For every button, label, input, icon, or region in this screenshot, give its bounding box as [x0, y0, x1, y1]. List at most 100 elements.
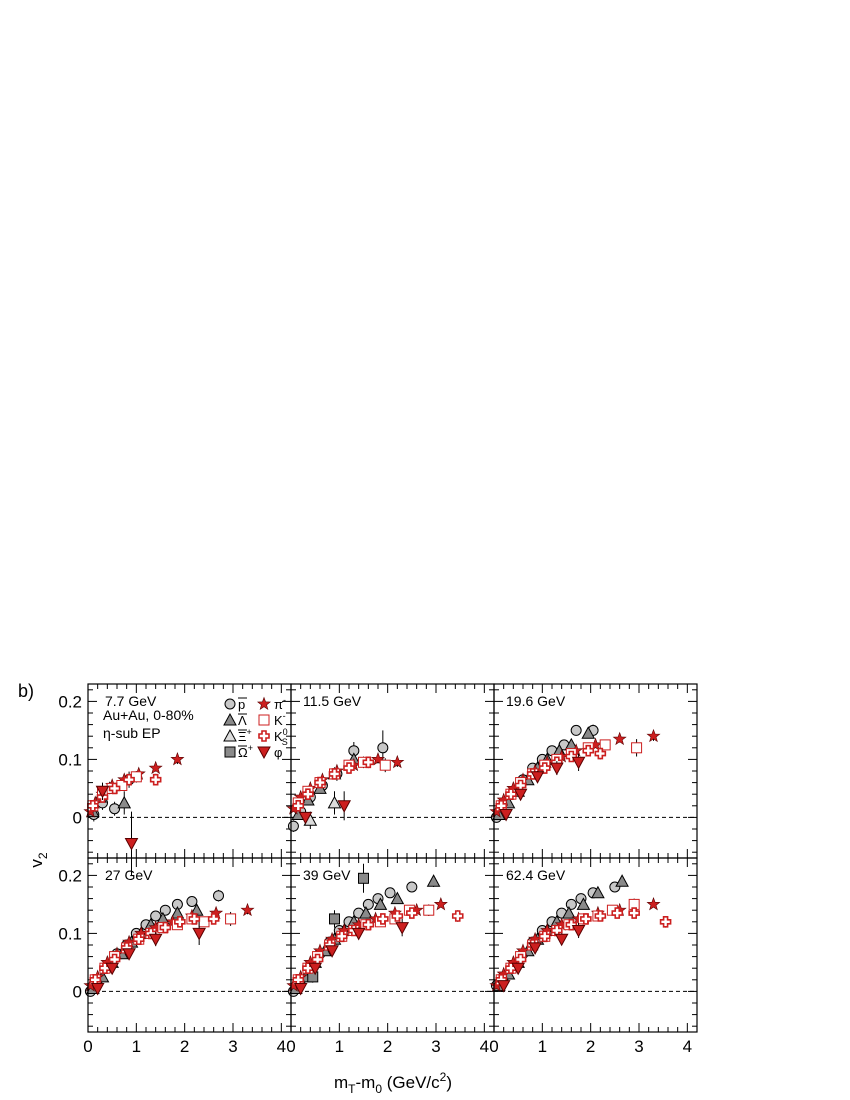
panel-energy-label: 7.7 GeV — [105, 693, 157, 709]
legend-marker-K0s — [258, 730, 270, 742]
legend-label-K0s: K0 S — [274, 727, 288, 747]
data-point-phi — [554, 933, 569, 947]
data-point-piminus — [240, 902, 255, 917]
data-point-K0s — [391, 910, 404, 922]
legend-label-main: p — [238, 697, 245, 712]
data-point-pbar — [565, 898, 577, 910]
series-phi — [293, 918, 410, 996]
data-point-pbar — [406, 881, 418, 893]
x-axis-title-sup: 2 — [440, 1070, 447, 1084]
data-point-K0s — [582, 744, 595, 757]
panel-3: 19.6 GeV — [489, 683, 698, 859]
data-point-Kminus — [423, 904, 435, 916]
panel-grid: 0 0.1 0.2 7.7 GeV 11.5 GeV 19.6 GeV 0 0.1 0.2 0 1 2… — [58, 683, 698, 1056]
legend-label-sup: - — [283, 711, 286, 721]
legend-marker-Omegabar — [224, 746, 236, 758]
ticks — [493, 684, 698, 858]
data-point-phi — [298, 811, 313, 825]
ticks — [493, 858, 698, 1032]
series-phi — [496, 922, 586, 993]
data-point-K0s — [174, 915, 186, 928]
data-point-Kminus — [631, 742, 643, 754]
legend-label-main: K — [274, 729, 283, 744]
annotation-method: η-sub EP — [103, 725, 161, 741]
data-point-phi — [549, 762, 564, 776]
panel-frame — [87, 857, 292, 1033]
legend-marker-Lambdabar — [223, 712, 237, 726]
legend-label-sup: + — [246, 727, 251, 737]
data-point-pbar — [287, 820, 299, 832]
x-tick-label: 4 — [277, 1037, 286, 1056]
data-point-phi — [571, 925, 586, 938]
panel-6: 0 1 2 3 4 62.4 GeV — [489, 857, 698, 1056]
series-Kminus — [495, 739, 643, 812]
data-point-K0s — [377, 913, 389, 925]
data-point-K0s — [132, 933, 145, 946]
legend: pΛΞ+Ω+π-K-K0 Sφ — [223, 695, 288, 760]
panel-frame — [493, 683, 698, 859]
legend-label-piminus: π- — [274, 695, 286, 712]
data-point-pbar — [159, 904, 171, 916]
data-point-K0s — [343, 762, 355, 774]
panel-2: 11.5 GeV — [286, 683, 495, 859]
panel-data — [286, 730, 405, 832]
data-point-Kminus — [599, 739, 611, 751]
data-point-K0s — [149, 773, 162, 786]
y-tick-label: 0.1 — [58, 924, 82, 943]
data-point-pbar — [362, 898, 374, 910]
y-axis-title-sub: 2 — [36, 852, 50, 859]
data-point-phi — [337, 800, 352, 813]
x-tick-label: 2 — [180, 1037, 189, 1056]
data-point-phi — [90, 983, 105, 996]
x-tick-label: 3 — [228, 1037, 237, 1056]
data-point-K0s — [302, 962, 314, 975]
panel-4: 0 0.1 0.2 0 1 2 3 4 27 GeV — [58, 857, 292, 1056]
data-point-Kminus — [379, 759, 391, 771]
data-point-phi — [530, 771, 545, 784]
x-tick-label: 4 — [480, 1037, 489, 1056]
data-point-phi — [192, 927, 207, 941]
figure-tag: b) — [18, 681, 34, 701]
legend-label-main: K — [274, 713, 283, 728]
data-point-K0s — [505, 788, 517, 801]
legend-label-Omegabar: Ω+ — [238, 743, 253, 760]
data-point-pbar — [186, 896, 198, 907]
ticks — [290, 684, 495, 858]
panel-1: 0 0.1 0.2 7.7 GeV — [58, 683, 292, 876]
legend-label-main: Ξ — [238, 729, 246, 744]
legend-label-Lambdabar: Λ — [238, 713, 247, 728]
x-tick-label: 2 — [586, 1037, 595, 1056]
data-point-phi — [499, 809, 513, 822]
legend-label-main: π — [274, 697, 283, 712]
x-tick-label: 3 — [431, 1037, 440, 1056]
data-point-piminus — [646, 728, 661, 743]
data-point-Lambdabar — [359, 906, 373, 919]
legend-label-main: Λ — [238, 713, 247, 728]
data-point-K0s — [335, 930, 348, 943]
x-axis-title-sub2: 0 — [375, 1082, 382, 1096]
data-point-pbar — [213, 890, 224, 902]
legend-label-Xibar: Ξ+ — [238, 727, 252, 744]
data-point-K0s — [123, 773, 135, 786]
data-point-K0s — [302, 788, 314, 801]
data-point-K0s — [207, 913, 220, 925]
data-point-phi — [528, 942, 542, 955]
x-axis-title-main: m — [334, 1073, 348, 1092]
data-point-pbar — [384, 887, 396, 899]
legend-label-main: φ — [274, 745, 282, 760]
legend-label-pbar: p — [238, 697, 245, 712]
annotation-system: Au+Au, 0-80% — [103, 707, 194, 723]
y-tick-label: 0 — [73, 808, 82, 827]
data-point-K0s — [99, 962, 111, 975]
x-tick-label: 3 — [634, 1037, 643, 1056]
panel-frame — [493, 857, 698, 1033]
data-point-phi — [293, 983, 308, 996]
panel-data — [83, 889, 255, 997]
series-K0s — [292, 756, 375, 812]
data-point-Lambdabar — [581, 726, 596, 739]
data-point-K0s — [328, 768, 341, 780]
data-point-K0s — [505, 962, 517, 975]
data-point-Lambdabar — [117, 795, 132, 809]
data-point-phi — [95, 785, 110, 799]
data-point-K0s — [538, 930, 551, 943]
